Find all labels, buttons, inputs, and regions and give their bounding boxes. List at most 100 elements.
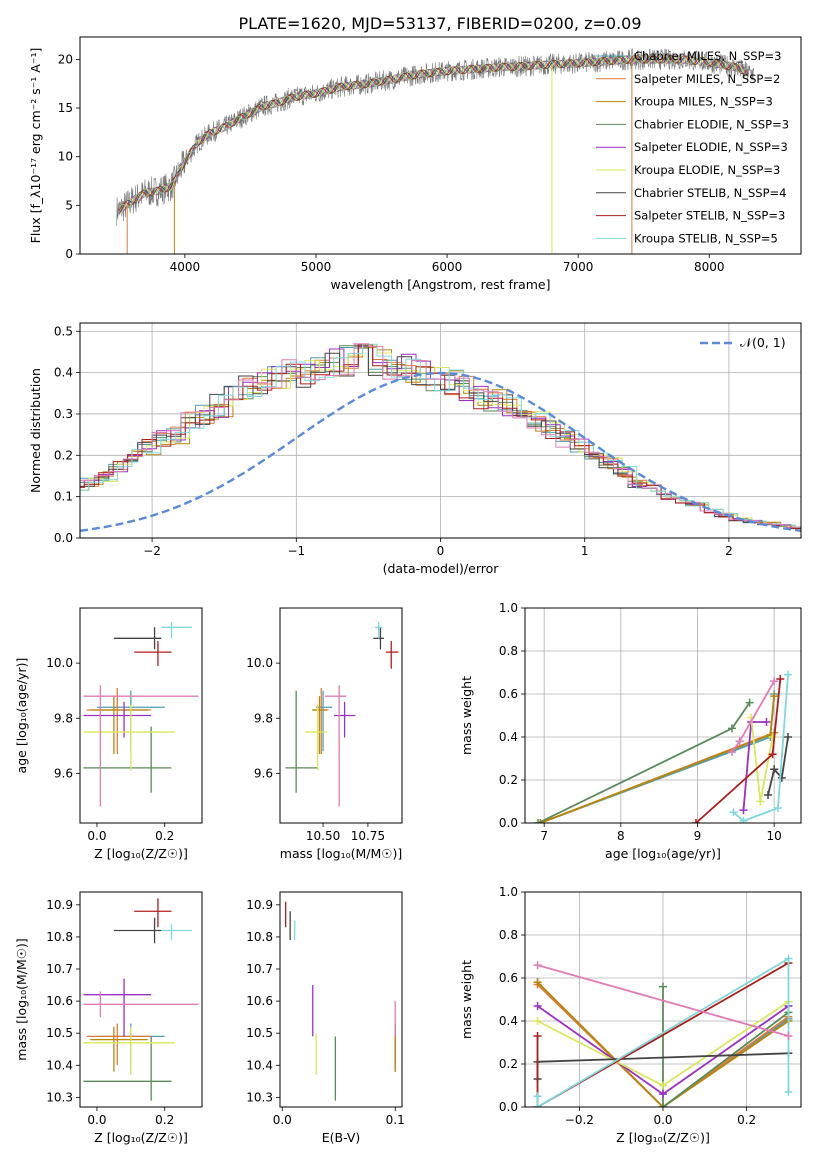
y-axis-label: mass [log₁₀(M/M☉)]: [14, 938, 29, 1060]
y-tick-label: 0.5: [54, 324, 73, 338]
x-tick-label: 8000: [694, 260, 725, 274]
x-tick-label: 0.0: [87, 1113, 106, 1127]
x-axis-label: E(B-V): [322, 1130, 361, 1145]
weight-line: [537, 702, 751, 823]
y-tick-label: 0.4: [499, 1014, 518, 1028]
y-tick-label: 0.2: [499, 773, 518, 787]
y-tick-label: 0: [65, 247, 73, 261]
y-tick-label: 10.4: [246, 1058, 273, 1072]
weight-line: [536, 957, 790, 1107]
weight-marker: [533, 978, 542, 987]
x-axis-label: Z [log₁₀(Z/Z☉)]: [94, 1130, 188, 1145]
weight-line: [539, 693, 776, 823]
x-tick-label: 2: [725, 544, 733, 558]
axes-frame: [79, 891, 203, 1108]
y-axis-label: age [log₁₀(age/yr)]: [14, 658, 29, 774]
x-tick-label: 10: [767, 829, 782, 843]
model-line: [118, 55, 749, 208]
y-axis-label: Normed distribution: [28, 368, 43, 493]
weight-marker: [784, 1032, 793, 1041]
weight-line: [742, 721, 767, 811]
legend-label: Salpeter MILES, N_SSP=2: [634, 72, 780, 86]
axes-frame: [79, 607, 203, 824]
legend-label: Chabrier ELODIE, N_SSP=3: [634, 117, 789, 131]
y-tick-label: 10.8: [246, 930, 273, 944]
y-tick-label: 10.7: [46, 962, 73, 976]
y-axis-label: mass weight: [459, 960, 474, 1039]
x-tick-label: 10.75: [351, 829, 385, 843]
plot-area: [80, 343, 801, 532]
x-tick-label: 0: [437, 544, 445, 558]
y-tick-label: 0.4: [54, 366, 73, 380]
axes-frame: [279, 891, 403, 1108]
legend-label: Kroupa MILES, N_SSP=3: [634, 95, 773, 109]
y-tick-label: 9.6: [254, 766, 273, 780]
x-tick-label: 9: [694, 829, 702, 843]
legend-label: Chabrier STELIB, N_SSP=4: [634, 186, 786, 200]
y-tick-label: 9.8: [254, 711, 273, 725]
figure-title: PLATE=1620, MJD=53137, FIBERID=0200, z=0…: [238, 14, 641, 33]
axes-frame: [79, 36, 802, 255]
weight-marker: [770, 765, 779, 774]
y-tick-label: 5: [65, 198, 73, 212]
weight-marker: [745, 698, 754, 707]
weight-marker: [533, 1017, 542, 1025]
axes-frame: [279, 607, 403, 824]
weight-marker: [728, 724, 736, 733]
y-tick-label: 0.3: [54, 407, 73, 421]
x-tick-label: 8: [617, 829, 625, 843]
y-tick-label: 10.0: [246, 656, 273, 670]
y-tick-label: 15: [58, 101, 73, 115]
plot-area: [116, 48, 755, 254]
weight-marker: [783, 670, 792, 679]
y-tick-label: 10.3: [46, 1090, 73, 1104]
x-axis-label: (data-model)/error: [383, 561, 500, 576]
weight-marker: [756, 797, 765, 806]
weight-marker: [739, 806, 748, 815]
weight-marker: [533, 1032, 542, 1041]
x-axis-label: Z [log₁₀(Z/Z☉)]: [94, 846, 188, 861]
y-tick-label: 10.9: [46, 898, 73, 912]
x-tick-label: 6000: [432, 260, 463, 274]
y-tick-label: 10: [58, 150, 73, 164]
weight-marker: [776, 674, 785, 683]
weight-marker: [533, 961, 542, 970]
y-tick-label: 0.1: [54, 490, 73, 504]
y-tick-label: 10.4: [46, 1058, 73, 1072]
weight-marker: [774, 803, 782, 812]
x-tick-label: −1: [287, 544, 305, 558]
weight-line: [537, 964, 789, 1037]
x-axis-label: age [log₁₀(age/yr)]: [605, 846, 721, 861]
weight-marker: [764, 791, 773, 800]
x-tick-label: 0.1: [386, 1113, 405, 1127]
weight-marker: [739, 816, 748, 823]
plot-area: [83, 898, 199, 1101]
x-tick-label: 0.0: [273, 1113, 292, 1127]
panel-hist: −2 −1 0 1 2 0.0 0.1 0.2 0.3 0.4 0.5 (data-model)/er…: [28, 322, 802, 576]
x-tick-label: 10.50: [306, 829, 340, 843]
x-axis-label: mass [log₁₀(M/M☉)]: [280, 846, 402, 861]
x-tick-label: 0.0: [87, 829, 106, 843]
gaussian-curve: [80, 371, 801, 532]
plot-area: [533, 954, 793, 1107]
plot-area: [83, 621, 199, 807]
y-tick-label: 10.6: [46, 994, 73, 1008]
weight-marker: [533, 1092, 542, 1101]
panel-spectrum: 4000 5000 6000 7000 8000 0 5 10 15 20 wavelength […: [28, 36, 802, 292]
weight-line: [695, 678, 782, 823]
panel-mass_vs_Z: 0.0 0.2 10.3 10.4 10.5 10.6 10.7 10.8 10.9 Z [log…: [14, 891, 203, 1145]
legend-label: Salpeter STELIB, N_SSP=3: [634, 209, 785, 223]
weight-marker: [728, 748, 736, 757]
x-tick-label: −2: [143, 544, 161, 558]
legend-label: Salpeter ELODIE, N_SSP=3: [634, 140, 788, 154]
y-axis-label: mass weight: [459, 676, 474, 755]
weight-marker: [533, 1103, 542, 1107]
weight-line: [767, 736, 789, 796]
weight-marker: [783, 733, 792, 741]
x-tick-label: 0.0: [653, 1113, 672, 1127]
y-tick-label: 0.0: [499, 816, 518, 830]
weight-marker: [533, 1001, 542, 1010]
weight-line: [536, 983, 790, 1107]
x-tick-label: 5000: [301, 260, 332, 274]
weight-line: [732, 674, 789, 822]
